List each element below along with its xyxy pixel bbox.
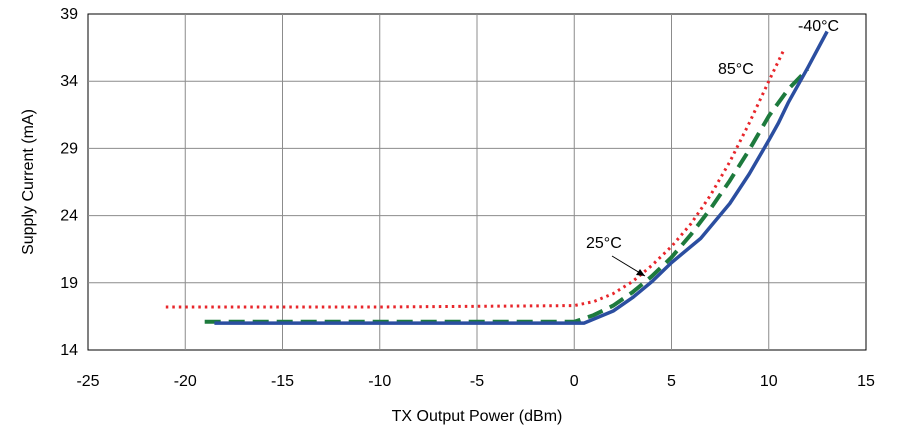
x-tick-label: 5 — [667, 373, 676, 390]
y-tick-label: 14 — [60, 342, 78, 359]
y-axis-label: Supply Current (mA) — [20, 109, 37, 255]
series-line-25c — [204, 67, 810, 324]
series-line-85c — [165, 48, 786, 309]
annotation-minus40c: -40°C — [798, 18, 839, 35]
x-tick-label: 10 — [760, 373, 778, 390]
annotation-arrowhead-25c — [636, 269, 645, 276]
y-tick-label: 39 — [60, 6, 78, 23]
annotations: -40°C 85°C 25°C — [586, 18, 839, 277]
x-tick-label: -20 — [174, 373, 197, 390]
x-tick-label: 15 — [857, 373, 875, 390]
annotation-85c: 85°C — [718, 61, 754, 78]
x-tick-label: -10 — [368, 373, 391, 390]
x-tick-label: -25 — [76, 373, 99, 390]
series-lines — [165, 30, 829, 325]
x-tick-label: 0 — [570, 373, 579, 390]
y-tick-label: 24 — [60, 208, 78, 225]
y-tick-label: 29 — [60, 140, 78, 157]
grid — [88, 14, 866, 350]
x-tick-labels: -25 -20 -15 -10 -5 0 5 10 15 — [76, 373, 875, 390]
series-line-40c — [214, 30, 829, 325]
y-tick-label: 34 — [60, 73, 78, 90]
x-tick-label: -15 — [271, 373, 294, 390]
annotation-25c: 25°C — [586, 235, 622, 252]
x-tick-label: -5 — [470, 373, 484, 390]
x-axis-label: TX Output Power (dBm) — [392, 408, 563, 425]
y-tick-labels: 14 19 24 29 34 39 — [60, 6, 78, 359]
y-tick-label: 19 — [60, 275, 78, 292]
